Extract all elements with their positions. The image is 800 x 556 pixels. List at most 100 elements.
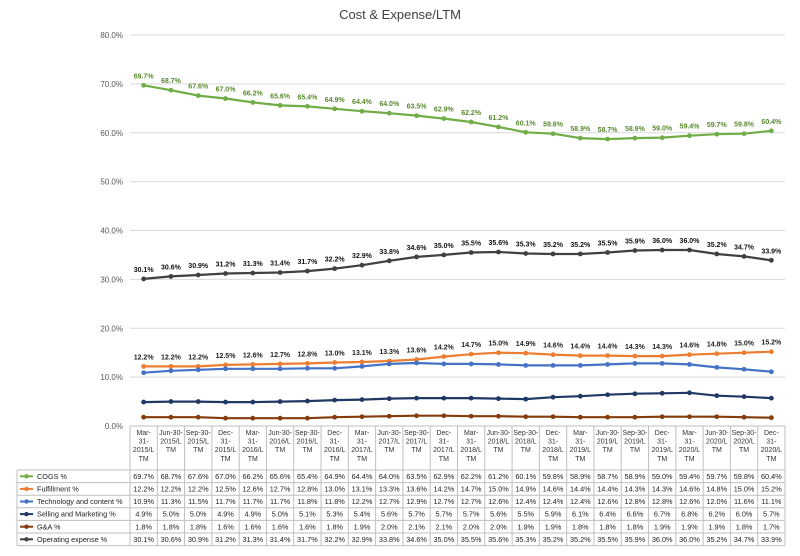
table-cell: 35.9% — [625, 535, 646, 544]
table-cell: 11.6% — [734, 497, 755, 506]
table-cell: 12.2% — [161, 485, 182, 494]
data-point — [714, 351, 720, 357]
table-cell: 14.9% — [515, 485, 536, 494]
table-cell: 14.3% — [625, 485, 646, 494]
data-point — [523, 362, 529, 368]
table-cell: 12.7% — [461, 497, 482, 506]
table-cell: 63.5% — [406, 472, 427, 481]
table-cell: 14.7% — [461, 485, 482, 494]
y-tick-label: 0.0% — [105, 422, 123, 431]
table-cell: 6.0% — [736, 510, 753, 519]
table-cell: 5.1% — [299, 510, 316, 519]
data-point — [168, 368, 174, 374]
data-label: 30.1% — [134, 267, 155, 274]
data-point — [659, 361, 665, 366]
table-cell: 1.6% — [217, 522, 234, 531]
data-point — [250, 415, 256, 421]
data-point — [550, 352, 556, 358]
category-label: Jun-30-2015/L TM — [159, 430, 183, 454]
table-cell: 30.9% — [188, 535, 209, 544]
table-cell: 59.4% — [679, 472, 700, 481]
table-cell: 1.8% — [627, 522, 644, 531]
table-cell: 5.7% — [463, 510, 480, 519]
data-label: 65.4% — [297, 94, 318, 101]
table-cell: 35.3% — [515, 535, 536, 544]
data-point — [605, 136, 611, 142]
data-point — [359, 359, 365, 365]
table-cell: 1.8% — [163, 522, 180, 531]
data-label: 35.3% — [516, 241, 537, 248]
category-label: Sep-30-2017/L TM — [404, 430, 430, 454]
data-point — [223, 96, 228, 101]
data-label: 63.5% — [407, 104, 428, 111]
table-cell: 12.9% — [406, 497, 427, 506]
table-cell: 5.5% — [517, 510, 534, 519]
data-point — [714, 251, 720, 257]
table-cell: 12.4% — [570, 497, 591, 506]
series-line — [143, 84, 772, 141]
data-point — [250, 270, 256, 276]
legend-key-marker — [24, 537, 29, 542]
data-point — [386, 110, 392, 116]
y-tick-label: 60.0% — [100, 129, 123, 138]
y-tick-label: 10.0% — [100, 373, 123, 382]
table-cell: 15.0% — [488, 485, 509, 494]
table-cell: 6.1% — [572, 510, 589, 519]
data-point — [687, 414, 692, 420]
data-point — [168, 399, 174, 404]
table-cell: 67.6% — [188, 472, 209, 481]
data-point — [468, 361, 474, 367]
table-cell: 12.4% — [543, 497, 564, 506]
data-point — [659, 414, 665, 420]
table-cell: 1.8% — [190, 522, 207, 531]
data-label: 59.7% — [707, 122, 728, 129]
data-point — [414, 360, 419, 366]
table-cell: 1.9% — [708, 522, 725, 531]
table-cell: 11.1% — [761, 497, 782, 506]
table-cell: 12.0% — [706, 497, 727, 506]
data-point — [277, 399, 283, 404]
data-point — [304, 268, 310, 274]
table-cell: 1.8% — [326, 522, 343, 531]
data-label: 66.2% — [243, 90, 264, 97]
data-point — [359, 363, 365, 369]
data-point — [304, 415, 310, 421]
data-point — [223, 271, 228, 276]
category-label: Jun-30-2019/L TM — [596, 430, 620, 454]
data-point — [332, 106, 338, 112]
y-tick-label: 30.0% — [100, 275, 123, 284]
category-label: Dec-31-2018/L TM — [542, 430, 564, 463]
data-point — [168, 87, 174, 93]
legend-key-marker — [24, 524, 29, 529]
data-point — [195, 272, 201, 278]
table-cell: 65.6% — [270, 472, 291, 481]
table-cell: 6.4% — [599, 510, 616, 519]
data-label: 35.5% — [461, 240, 482, 247]
table-cell: 13.6% — [406, 485, 427, 494]
table-cell: 58.9% — [625, 472, 646, 481]
table-cell: 59.8% — [543, 472, 564, 481]
table-cell: 11.7% — [243, 497, 264, 506]
table-cell: 1.9% — [654, 522, 671, 531]
table-cell: 5.6% — [381, 510, 398, 519]
data-point — [386, 258, 392, 264]
data-point — [605, 392, 611, 398]
data-label: 69.7% — [134, 73, 155, 80]
table-cell: 13.1% — [352, 485, 373, 494]
data-label: 15.2% — [761, 340, 782, 347]
table-cell: 14.4% — [597, 485, 618, 494]
chart-title: Cost & Expense/LTM — [339, 7, 461, 22]
data-label: 31.4% — [270, 261, 291, 268]
category-label: Sep-30-2019/L TM — [622, 430, 648, 454]
table-cell: 31.7% — [297, 535, 318, 544]
table-cell: 1.6% — [272, 522, 289, 531]
table-cell: 5.0% — [190, 510, 207, 519]
data-point — [659, 247, 665, 253]
data-label: 31.3% — [243, 261, 264, 268]
data-point — [741, 254, 747, 259]
table-cell: 35.2% — [570, 535, 591, 544]
data-label: 14.4% — [598, 344, 619, 351]
data-point — [523, 251, 529, 256]
table-cell: 15.0% — [734, 485, 755, 494]
